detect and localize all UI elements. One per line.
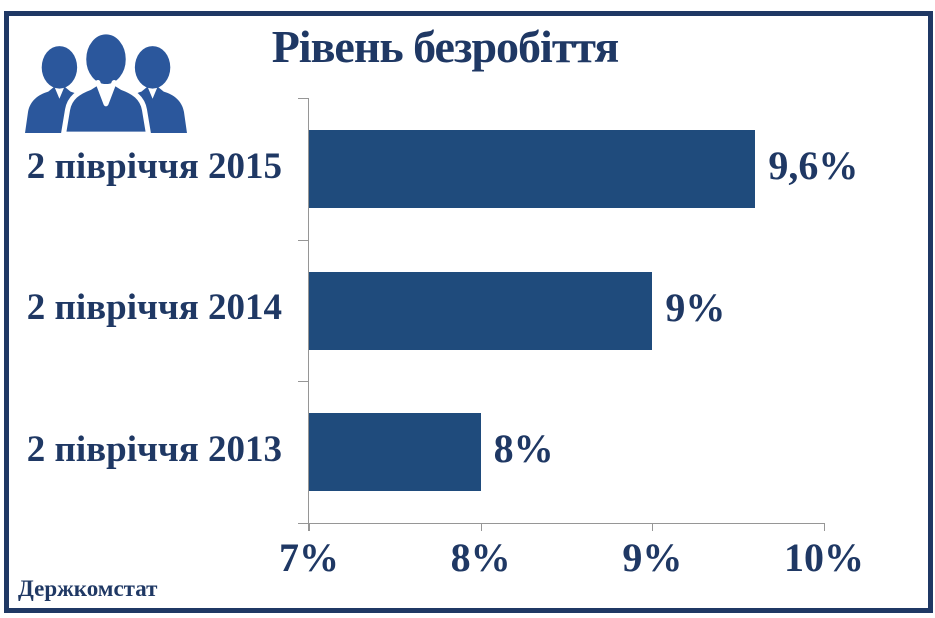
bar-value-label: 9% (665, 284, 726, 330)
category-label: 2 півріччя 2014 (26, 287, 282, 329)
x-axis-tick-label: 10% (784, 535, 864, 580)
bar (309, 413, 481, 492)
x-axis-tick (824, 523, 825, 531)
source-label: Держкомстат (18, 576, 158, 601)
category-label: 2 півріччя 2015 (26, 145, 282, 187)
x-axis-tick-label: 8% (450, 535, 511, 580)
category-label: 2 півріччя 2013 (26, 429, 282, 471)
bar (309, 129, 756, 208)
y-axis-tick (298, 523, 308, 524)
bar (309, 271, 653, 350)
y-axis-tick (298, 239, 308, 241)
bar-value-label: 8% (493, 426, 554, 472)
chart-title: Рівень безробіття (271, 21, 620, 72)
people-group-icon (25, 29, 187, 137)
slide-border (4, 11, 933, 613)
bar-value-label: 9,6% (768, 143, 859, 189)
x-axis-tick (309, 523, 310, 531)
x-axis-tick (652, 523, 654, 531)
y-axis-tick (298, 381, 308, 383)
x-axis-line (299, 523, 824, 524)
x-axis-tick-label: 9% (622, 535, 683, 580)
x-axis-tick (480, 523, 482, 531)
y-axis-line (308, 98, 309, 531)
y-axis-tick (298, 98, 308, 99)
x-axis-tick-label: 7% (279, 535, 339, 580)
